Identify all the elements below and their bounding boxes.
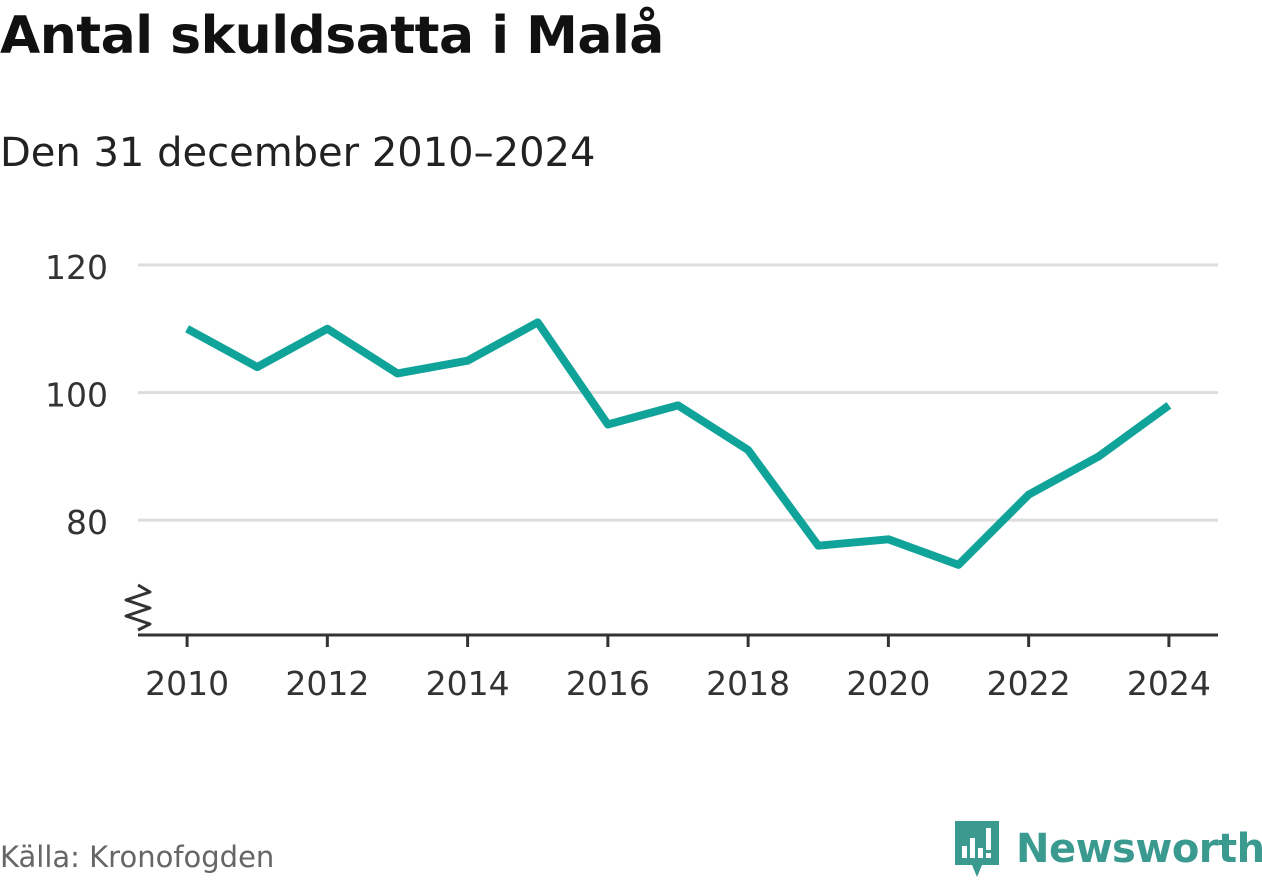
series-layer [185, 318, 1172, 569]
x-tick-label-2010: 2010 [145, 664, 229, 703]
x-tick-label-2016: 2016 [566, 664, 650, 703]
series-line-0 [185, 318, 1172, 569]
x-tick-label-2018: 2018 [706, 664, 790, 703]
x-tick-label-2024: 2024 [1127, 664, 1211, 703]
axis-break-zigzag [124, 583, 152, 632]
source-note: Källa: Kronofogden [0, 840, 275, 874]
y-tick-label-120: 120 [45, 248, 108, 287]
x-tick-label-2020: 2020 [846, 664, 930, 703]
newsworthy-logo-icon [955, 821, 999, 877]
brand-logo: Newsworthy [952, 818, 1262, 880]
brand-name: Newsworthy [1016, 826, 1262, 872]
gridlines [138, 263, 1218, 522]
chart-subtitle: Den 31 december 2010–2024 [0, 130, 596, 176]
x-axis: 2010 2012 2014 2016 2018 2020 2022 2024 [138, 633, 1218, 703]
x-tick-label-2012: 2012 [285, 664, 369, 703]
y-axis-break-icon [124, 583, 152, 632]
y-axis-ticks: 80 100 120 [45, 248, 108, 542]
x-tick-label-2022: 2022 [987, 664, 1071, 703]
y-tick-label-100: 100 [45, 376, 108, 415]
x-tick-label-2014: 2014 [426, 664, 510, 703]
y-tick-label-80: 80 [66, 503, 108, 542]
chart-title: Antal skuldsatta i Malå [0, 6, 664, 66]
